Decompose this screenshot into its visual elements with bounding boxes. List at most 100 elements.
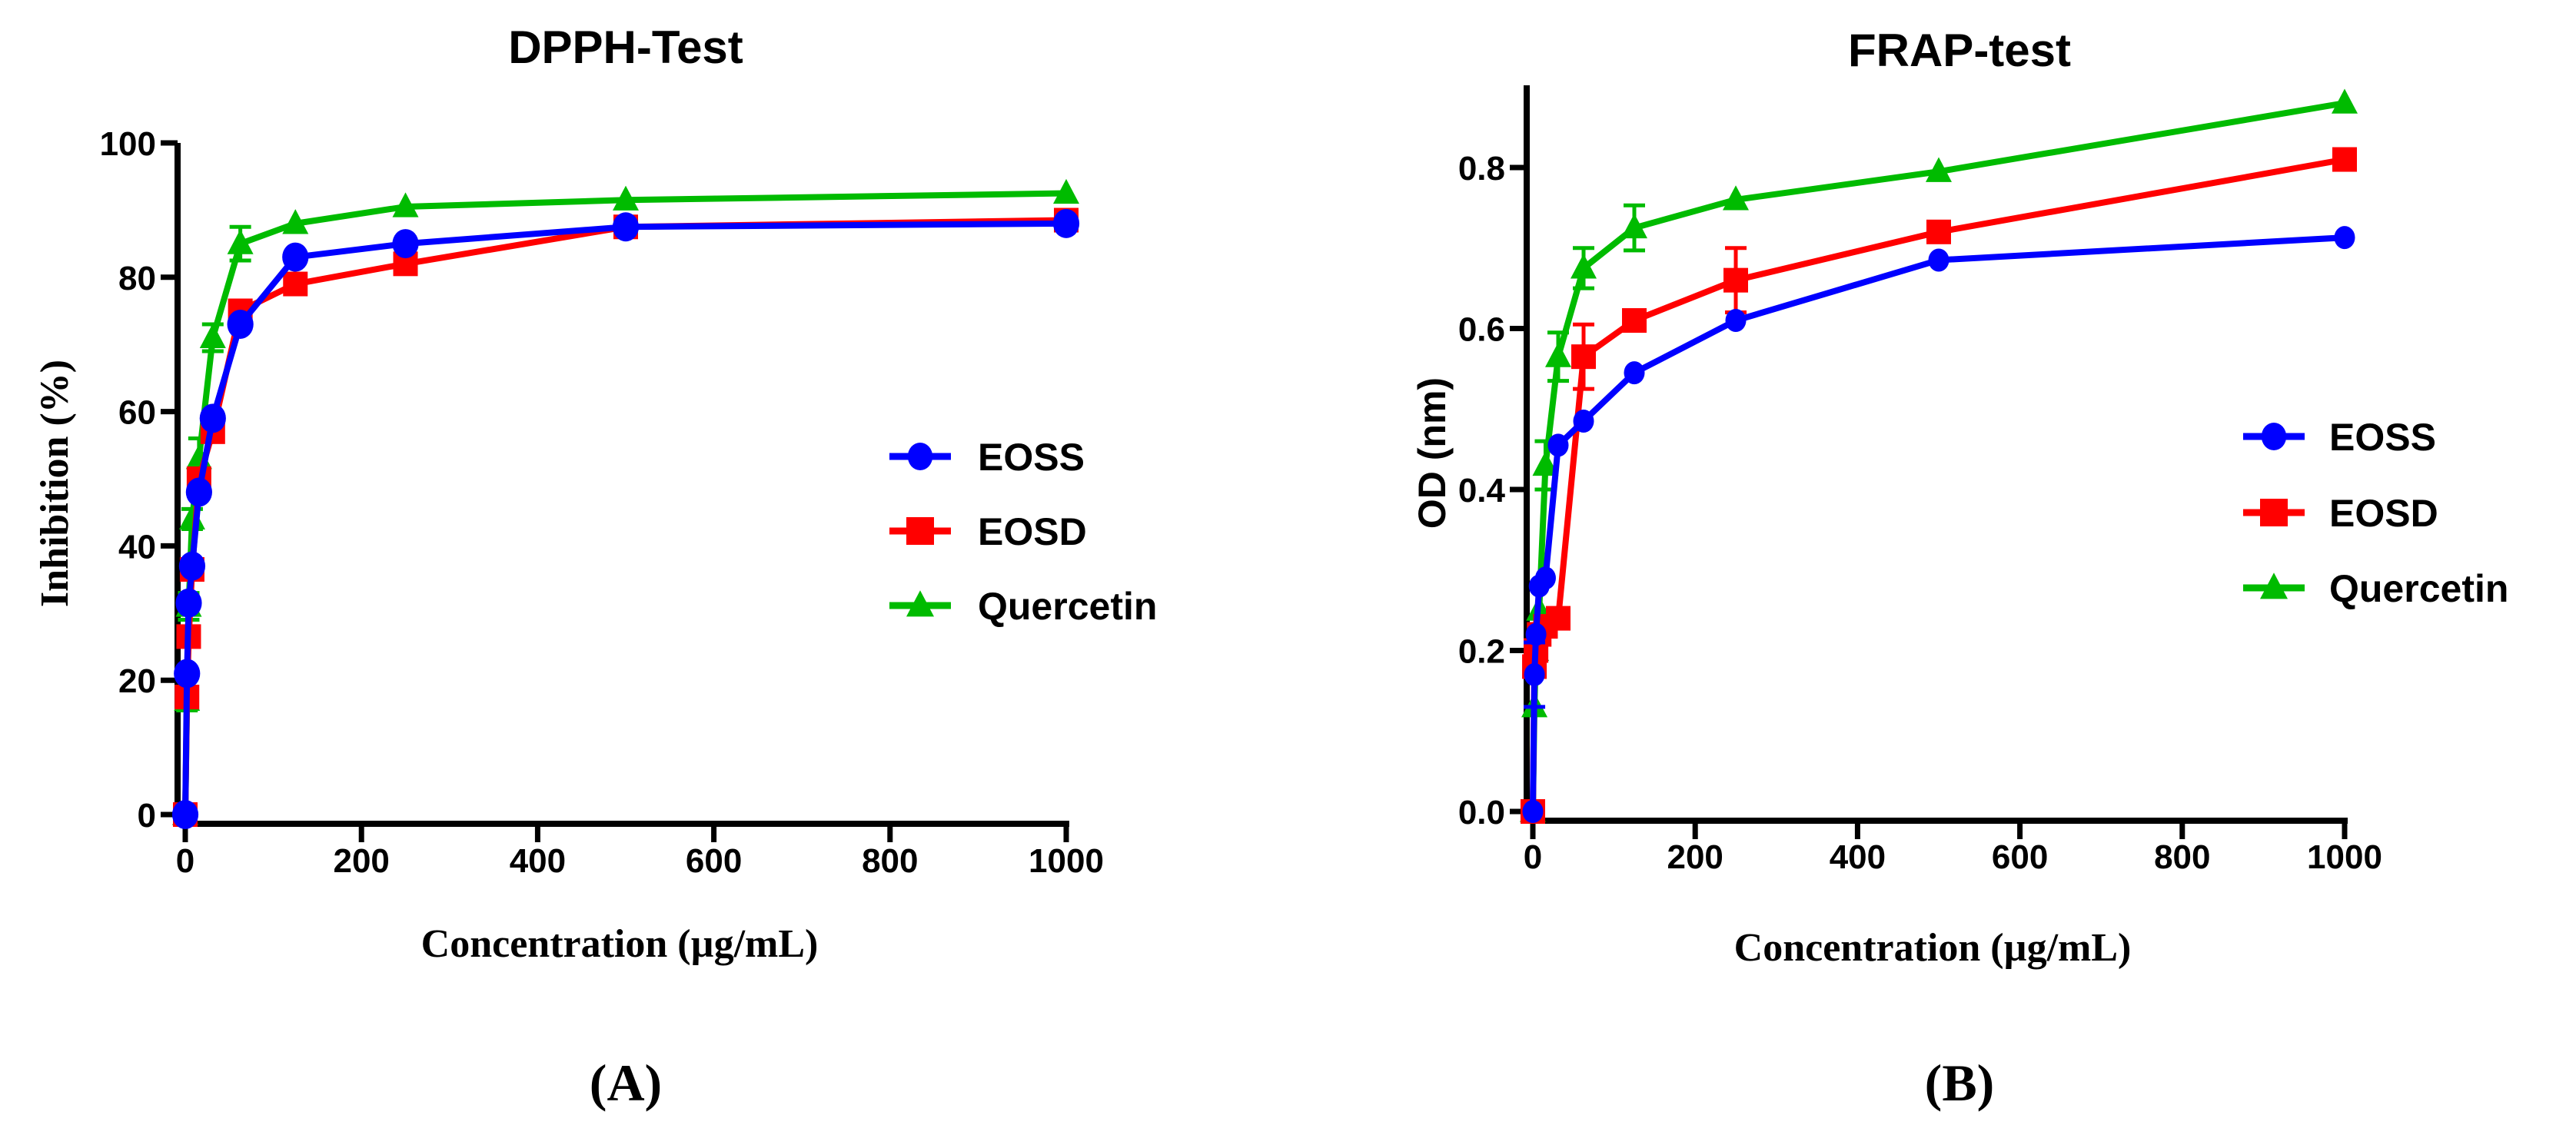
marker-circle bbox=[178, 551, 206, 581]
marker-circle bbox=[612, 212, 640, 242]
x-tick-label: 200 bbox=[1667, 838, 1723, 876]
y-tick-label: 0.4 bbox=[1458, 472, 1506, 509]
marker-circle bbox=[282, 242, 309, 272]
series-line bbox=[182, 220, 1067, 815]
x-tick-label: 800 bbox=[2154, 838, 2210, 876]
marker-triangle bbox=[1532, 450, 1559, 476]
legend-label: EOSS bbox=[2329, 416, 2436, 459]
marker-triangle bbox=[2260, 572, 2288, 599]
panel-label: (A) bbox=[590, 1054, 662, 1112]
marker-square bbox=[283, 271, 308, 297]
marker-square bbox=[2260, 499, 2288, 526]
legend-label: EOSD bbox=[2329, 492, 2438, 535]
y-tick-label: 0.2 bbox=[1458, 633, 1505, 671]
marker-circle bbox=[171, 800, 199, 829]
marker-square bbox=[1571, 344, 1596, 370]
legend: EOSS EOSD Quercetin bbox=[889, 436, 1157, 628]
marker-circle bbox=[392, 229, 419, 259]
marker-circle bbox=[1522, 800, 1544, 823]
marker-circle bbox=[1052, 208, 1080, 238]
marker-triangle bbox=[227, 229, 254, 254]
marker-square bbox=[1926, 219, 1951, 244]
marker-triangle bbox=[392, 192, 419, 217]
marker-triangle bbox=[1571, 254, 1597, 279]
marker-circle bbox=[907, 443, 933, 470]
marker-triangle bbox=[1621, 213, 1647, 239]
marker-triangle bbox=[2332, 88, 2358, 114]
marker-triangle bbox=[1926, 157, 1952, 182]
x-tick-label: 0 bbox=[1524, 838, 1542, 876]
legend-label: Quercetin bbox=[978, 585, 1157, 628]
legend-item-eoss: EOSS bbox=[2243, 416, 2436, 459]
legend-label: EOSD bbox=[978, 510, 1087, 553]
y-tick-label: 0 bbox=[138, 797, 156, 835]
x-axis-label: Concentration (µg/mL) bbox=[1734, 926, 2132, 970]
marker-circle bbox=[227, 309, 254, 339]
y-tick-label: 40 bbox=[118, 528, 156, 566]
series-line bbox=[1530, 234, 2345, 812]
marker-circle bbox=[1534, 566, 1556, 590]
series-eoss bbox=[1522, 226, 2355, 823]
marker-circle bbox=[175, 588, 202, 618]
series-eoss bbox=[171, 208, 1080, 829]
marker-circle bbox=[199, 403, 226, 433]
y-axis-label: OD (nm) bbox=[1411, 377, 1454, 529]
marker-circle bbox=[2261, 423, 2287, 450]
series-line bbox=[182, 190, 1067, 815]
y-tick-label: 0.6 bbox=[1458, 311, 1505, 349]
x-tick-label: 1000 bbox=[1029, 842, 1104, 880]
x-tick-label: 400 bbox=[510, 842, 566, 880]
y-tick-label: 80 bbox=[118, 260, 156, 297]
series-line bbox=[1530, 100, 2345, 812]
legend-item-quercetin: Quercetin bbox=[2243, 567, 2508, 610]
marker-circle bbox=[1573, 409, 1594, 433]
marker-triangle bbox=[1053, 178, 1079, 204]
y-tick-label: 100 bbox=[100, 125, 156, 163]
marker-square bbox=[906, 517, 934, 545]
x-tick-label: 1000 bbox=[2307, 838, 2382, 876]
series-eosd bbox=[173, 207, 1079, 827]
marker-circle bbox=[1524, 662, 1545, 686]
marker-square bbox=[2332, 147, 2357, 172]
marker-triangle bbox=[906, 590, 934, 617]
y-tick-label: 20 bbox=[118, 662, 156, 700]
marker-circle bbox=[1725, 309, 1747, 333]
marker-square bbox=[1723, 267, 1748, 293]
legend-item-eosd: EOSD bbox=[889, 510, 1087, 553]
marker-circle bbox=[185, 477, 212, 507]
legend-label: Quercetin bbox=[2329, 567, 2508, 610]
x-tick-label: 200 bbox=[333, 842, 389, 880]
series-quercetin bbox=[172, 178, 1079, 825]
marker-square bbox=[1622, 308, 1647, 334]
series-line bbox=[182, 217, 1067, 815]
marker-circle bbox=[1547, 433, 1569, 457]
legend-label: EOSS bbox=[978, 436, 1085, 479]
legend: EOSS EOSD Quercetin bbox=[2243, 416, 2508, 610]
legend-item-quercetin: Quercetin bbox=[889, 585, 1157, 628]
panel-label: (B) bbox=[1925, 1054, 1995, 1112]
marker-circle bbox=[1624, 361, 1645, 385]
marker-triangle bbox=[1723, 185, 1749, 211]
marker-triangle bbox=[1545, 342, 1571, 367]
x-tick-label: 600 bbox=[1992, 838, 2048, 876]
marker-circle bbox=[1525, 622, 1547, 646]
x-axis-label: Concentration (µg/mL) bbox=[421, 922, 819, 966]
chart-frap: FRAP-test 0.0 0.2 0.4 0.6 0.8 0 200 400 600 800 100… bbox=[1411, 25, 2508, 1112]
y-tick-label: 60 bbox=[118, 394, 156, 432]
series-quercetin bbox=[1520, 88, 2358, 822]
x-tick-label: 0 bbox=[176, 842, 194, 880]
marker-triangle bbox=[199, 323, 226, 349]
legend-item-eoss: EOSS bbox=[889, 436, 1085, 479]
marker-circle bbox=[2334, 226, 2355, 250]
x-tick-label: 800 bbox=[862, 842, 918, 880]
marker-triangle bbox=[613, 185, 639, 211]
y-tick-label: 0.0 bbox=[1458, 794, 1505, 831]
legend-item-eosd: EOSD bbox=[2243, 492, 2438, 535]
marker-square bbox=[1546, 606, 1571, 631]
x-tick-label: 600 bbox=[686, 842, 742, 880]
marker-circle bbox=[1928, 248, 1949, 272]
y-tick-label: 0.8 bbox=[1458, 150, 1505, 188]
x-tick-label: 400 bbox=[1830, 838, 1886, 876]
